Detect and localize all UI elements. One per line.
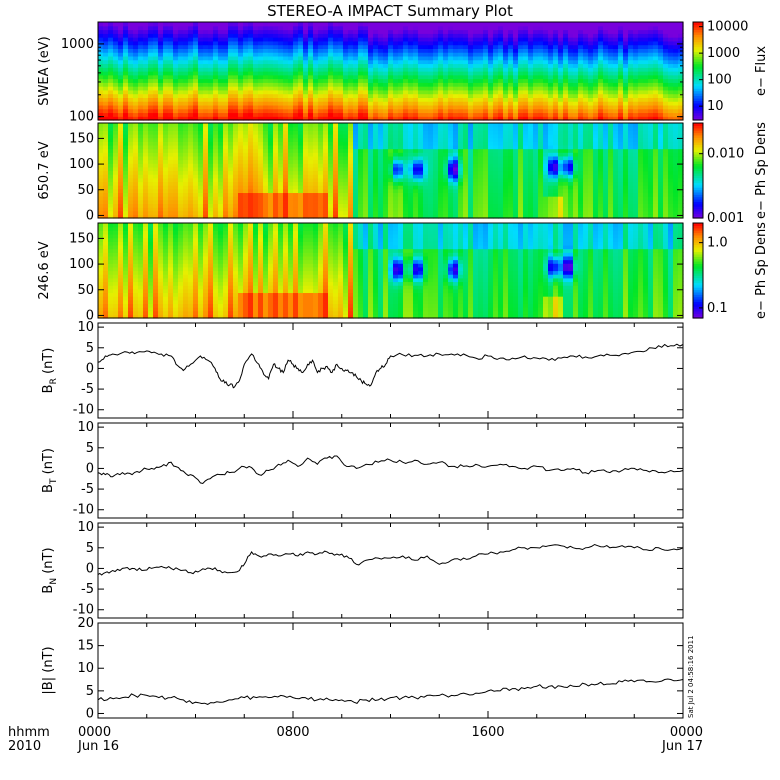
bn-ylabel: BN (nT)	[41, 547, 59, 593]
pad246-colorbar-label: e− Ph Sp Dens	[754, 222, 769, 319]
swea-colorbar-tick-label: 10	[707, 99, 724, 114]
swea-ylabel: SWEA (eV)	[37, 36, 52, 105]
pad246-ytick-label: 100	[69, 257, 94, 272]
bn-ytick-label: -5	[81, 582, 94, 597]
bn-ytick-label: -10	[73, 603, 94, 618]
pad650-colorbar-tick-label: 0.010	[707, 147, 744, 162]
pad246-ytick-label: 150	[69, 231, 94, 246]
bmag-ylabel: |B| (nT)	[41, 646, 56, 694]
br-ylabel-unit: (nT)	[41, 348, 56, 378]
bmag-ytick-label: 15	[77, 639, 94, 654]
pad650-ytick-label: 0	[86, 208, 94, 223]
bt-ytick-label: 10	[77, 420, 94, 435]
br-ylabel: BR (nT)	[41, 348, 59, 394]
swea-ytick-label: 1000	[61, 37, 94, 52]
pad246-colorbar	[693, 223, 703, 319]
swea-colorbar-tick-label: 1000	[707, 46, 740, 61]
pad650-ylabel: 650.7 eV	[37, 141, 52, 199]
footer-hhmm: hhmm	[8, 725, 50, 740]
series-line-bt	[97, 455, 684, 485]
bt-ylabel-unit: (nT)	[41, 448, 56, 478]
bn-ytick-label: 5	[86, 541, 94, 556]
swea-colorbar-tick-label: 100	[707, 73, 732, 88]
swea-colorbar-frame	[692, 21, 704, 121]
bn-ylabel-sub: N	[49, 578, 59, 585]
heatmap-frame-pad650	[97, 122, 684, 219]
bn-ylabel-main: B	[41, 585, 56, 594]
pad650-colorbar-tick-label: 0.001	[707, 211, 744, 226]
pad650-ytick-label: 150	[69, 131, 94, 146]
pad246-ytick-label: 0	[86, 308, 94, 323]
bmag-ytick-label: 10	[77, 661, 94, 676]
br-ytick-label: 10	[77, 320, 94, 335]
bt-ylabel-main: B	[41, 484, 56, 493]
line-frame-br	[97, 322, 684, 419]
swea-colorbar	[693, 22, 703, 121]
plot-title: STEREO-A IMPACT Summary Plot	[267, 2, 513, 20]
line-frame-bn	[97, 522, 684, 619]
x-tick-date: Jun 17	[661, 739, 703, 754]
pad650-ytick-label: 100	[69, 157, 94, 172]
bmag-ylabel-main: |B|	[41, 677, 56, 695]
footer-stamp: Sat Jul 2 04:58:16 2011	[687, 635, 695, 718]
x-tick-date: Jun 16	[77, 739, 119, 754]
heatmap-frame-swea	[97, 21, 684, 121]
bt-ylabel-sub: T	[49, 478, 59, 485]
bt-ytick-label: -10	[73, 503, 94, 518]
bt-ytick-label: 5	[86, 441, 94, 456]
br-ylabel-main: B	[41, 384, 56, 393]
footer-year: 2010	[8, 739, 41, 754]
pad246-colorbar-frame	[692, 222, 704, 319]
bmag-ytick-label: 0	[86, 706, 94, 721]
x-tick-label: 0000	[78, 725, 111, 740]
bt-ylabel: BT (nT)	[41, 448, 59, 493]
pad650-ytick-label: 50	[77, 183, 94, 198]
heatmap-swea	[98, 22, 684, 121]
bmag-ylabel-unit: (nT)	[41, 646, 56, 676]
bt-ytick-label: -5	[81, 482, 94, 497]
br-ytick-label: -10	[73, 403, 94, 418]
pad246-colorbar-tick-label: 0.1	[707, 301, 728, 316]
swea-colorbar-tick-label: 10000	[707, 20, 748, 35]
pad246-ytick-label: 50	[77, 283, 94, 298]
bn-ytick-label: 0	[86, 561, 94, 576]
line-frame-bmag	[97, 622, 684, 719]
bmag-ytick-label: 20	[77, 616, 94, 631]
bmag-ytick-label: 5	[86, 684, 94, 699]
bt-ytick-label: 0	[86, 461, 94, 476]
br-ytick-label: 0	[86, 361, 94, 376]
pad650-colorbar-frame	[692, 122, 704, 219]
x-tick-label: 1600	[471, 725, 504, 740]
br-ylabel-sub: R	[49, 378, 59, 384]
swea-ytick-label: 100	[69, 110, 94, 125]
x-tick-label: 0800	[276, 725, 309, 740]
pad650-colorbar	[693, 123, 703, 219]
heatmap-pad246	[98, 223, 684, 319]
swea-colorbar-label: e− Flux	[754, 46, 769, 96]
br-ytick-label: 5	[86, 341, 94, 356]
heatmap-pad650	[98, 123, 684, 219]
series-line-bmag	[97, 678, 684, 705]
pad246-colorbar-tick-label: 1.0	[707, 236, 728, 251]
pad246-ylabel: 246.6 eV	[37, 241, 52, 299]
series-line-br	[97, 343, 684, 389]
x-tick-label: 0000	[670, 725, 703, 740]
pad650-colorbar-label: e− Ph Sp Dens	[754, 122, 769, 219]
line-frame-bt	[97, 422, 684, 519]
bn-ytick-label: 10	[77, 520, 94, 535]
br-ytick-label: -5	[81, 382, 94, 397]
bn-ylabel-unit: (nT)	[41, 547, 56, 577]
heatmap-frame-pad246	[97, 222, 684, 319]
series-line-bn	[97, 543, 684, 576]
